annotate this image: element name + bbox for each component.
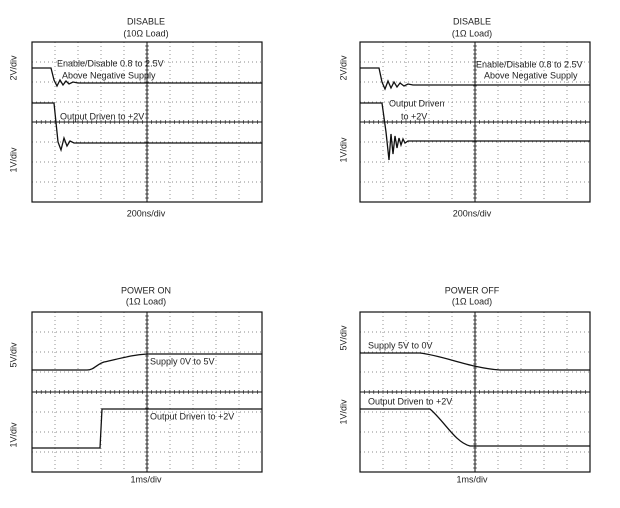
- plot-frame: [359, 41, 591, 203]
- panel-subtitle: (1Ω Load): [452, 296, 492, 306]
- trace: [360, 352, 590, 371]
- scope-panel: [31, 41, 263, 203]
- annotation: Enable/Disable 0.8 to 2.5V: [476, 59, 583, 69]
- y-label: 1V/div: [8, 422, 18, 448]
- annotation: Output Driven: [389, 98, 445, 108]
- panel-title: POWER OFF: [445, 285, 500, 295]
- annotation: to +2V: [401, 111, 427, 121]
- plot-frame: [359, 311, 591, 473]
- annotation: Supply 5V to 0V: [368, 340, 433, 350]
- scope-panel: [31, 311, 263, 473]
- y-label: 5V/div: [338, 325, 348, 351]
- annotation: Enable/Disable 0.8 to 2.5V: [57, 58, 164, 68]
- panel-title: POWER ON: [121, 285, 171, 295]
- annotation: Above Negative Supply: [484, 70, 578, 80]
- plot-frame: [31, 311, 263, 473]
- scope-panel: [359, 311, 591, 473]
- panel-subtitle: (1Ω Load): [452, 28, 492, 38]
- trace: [32, 67, 262, 88]
- trace: [32, 408, 262, 449]
- x-label: 200ns/div: [453, 208, 492, 218]
- trace: [360, 102, 590, 161]
- annotation: Output Driven to +2V: [150, 411, 234, 421]
- y-label: 2V/div: [338, 55, 348, 81]
- panel-title: DISABLE: [127, 16, 165, 26]
- annotation: Output Driven to +2V: [368, 396, 452, 406]
- annotation: Above Negative Supply: [62, 70, 156, 80]
- x-label: 1ms/div: [130, 474, 162, 484]
- x-label: 1ms/div: [456, 474, 488, 484]
- x-label: 200ns/div: [127, 208, 166, 218]
- trace: [32, 353, 262, 371]
- scope-panel: [359, 41, 591, 203]
- y-label: 1V/div: [338, 399, 348, 425]
- y-label: 1V/div: [338, 137, 348, 163]
- annotation: Output Driven to +2V: [60, 111, 144, 121]
- trace: [32, 102, 262, 153]
- trace: [360, 408, 590, 447]
- y-label: 2V/div: [8, 55, 18, 81]
- plot-frame: [31, 41, 263, 203]
- panel-subtitle: (10Ω Load): [123, 28, 168, 38]
- trace: [360, 67, 590, 91]
- y-label: 1V/div: [8, 147, 18, 173]
- panel-title: DISABLE: [453, 16, 491, 26]
- y-label: 5V/div: [8, 342, 18, 368]
- panel-subtitle: (1Ω Load): [126, 296, 166, 306]
- annotation: Supply 0V to 5V: [150, 356, 215, 366]
